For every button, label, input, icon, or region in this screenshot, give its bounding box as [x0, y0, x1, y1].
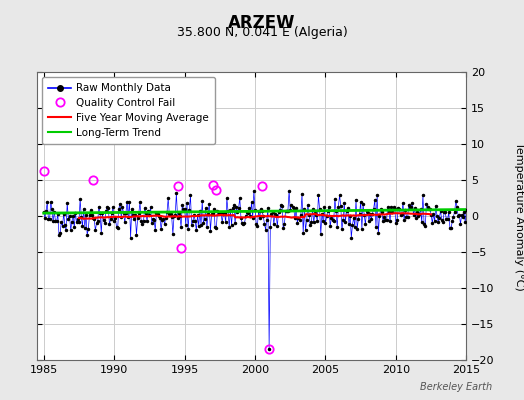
- Y-axis label: Temperature Anomaly (°C): Temperature Anomaly (°C): [514, 142, 524, 290]
- Text: ARZEW: ARZEW: [228, 14, 296, 32]
- Text: 35.800 N, 0.041 E (Algeria): 35.800 N, 0.041 E (Algeria): [177, 26, 347, 39]
- Legend: Raw Monthly Data, Quality Control Fail, Five Year Moving Average, Long-Term Tren: Raw Monthly Data, Quality Control Fail, …: [42, 77, 215, 144]
- Text: Berkeley Earth: Berkeley Earth: [420, 382, 493, 392]
